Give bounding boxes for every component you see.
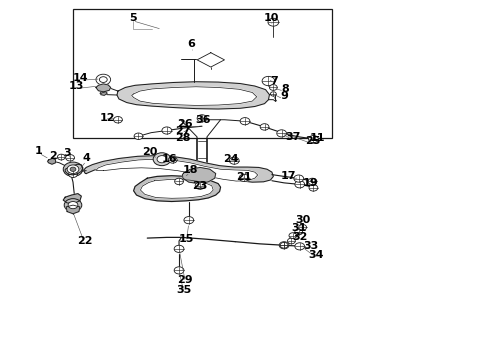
Circle shape — [67, 165, 79, 174]
Circle shape — [174, 178, 183, 185]
Text: 24: 24 — [223, 154, 239, 164]
Text: 36: 36 — [196, 115, 211, 125]
Text: 2: 2 — [49, 151, 57, 161]
Text: 5: 5 — [129, 13, 136, 23]
Circle shape — [197, 115, 207, 122]
Polygon shape — [117, 82, 270, 109]
Polygon shape — [134, 176, 220, 202]
Text: 37: 37 — [285, 132, 300, 142]
Circle shape — [270, 85, 277, 90]
Circle shape — [70, 167, 76, 171]
Text: 27: 27 — [175, 126, 190, 135]
Text: 29: 29 — [177, 275, 193, 285]
Circle shape — [240, 118, 250, 125]
Circle shape — [57, 154, 65, 160]
Circle shape — [299, 225, 307, 230]
Text: 30: 30 — [295, 215, 310, 225]
Text: 34: 34 — [308, 249, 323, 260]
Text: 11: 11 — [310, 133, 325, 143]
Circle shape — [309, 135, 318, 143]
Circle shape — [262, 76, 275, 86]
Text: 32: 32 — [292, 232, 307, 242]
Polygon shape — [66, 205, 80, 214]
Text: 14: 14 — [73, 73, 88, 83]
Circle shape — [174, 267, 184, 274]
Text: 26: 26 — [177, 120, 193, 129]
Polygon shape — [101, 92, 107, 95]
Circle shape — [153, 153, 171, 166]
Circle shape — [308, 178, 317, 185]
Text: 17: 17 — [280, 171, 296, 181]
Polygon shape — [48, 158, 55, 164]
Circle shape — [295, 229, 303, 235]
Polygon shape — [65, 164, 83, 175]
Text: 9: 9 — [280, 91, 288, 102]
Polygon shape — [96, 84, 111, 92]
Text: 25: 25 — [305, 136, 320, 146]
Text: 28: 28 — [175, 133, 190, 143]
Circle shape — [68, 202, 78, 209]
Circle shape — [168, 157, 177, 163]
Circle shape — [280, 242, 288, 248]
Circle shape — [66, 154, 74, 161]
Text: 6: 6 — [187, 40, 195, 49]
Text: 7: 7 — [270, 76, 278, 86]
Circle shape — [229, 157, 239, 164]
Text: 19: 19 — [303, 178, 319, 188]
Circle shape — [309, 185, 318, 191]
Circle shape — [162, 127, 172, 134]
Circle shape — [279, 242, 289, 249]
Circle shape — [63, 162, 83, 176]
Text: 3: 3 — [63, 148, 71, 158]
Circle shape — [270, 92, 276, 96]
Text: 4: 4 — [82, 153, 90, 163]
Text: 33: 33 — [303, 241, 318, 251]
Text: 20: 20 — [142, 147, 157, 157]
Text: 10: 10 — [264, 13, 280, 23]
Text: 21: 21 — [236, 172, 252, 182]
Circle shape — [288, 238, 295, 244]
Circle shape — [174, 245, 184, 252]
Circle shape — [295, 243, 305, 250]
Circle shape — [99, 77, 107, 82]
Polygon shape — [84, 156, 273, 182]
Polygon shape — [96, 159, 258, 181]
Polygon shape — [182, 167, 216, 184]
Circle shape — [157, 156, 167, 163]
Circle shape — [195, 182, 205, 189]
Circle shape — [294, 175, 304, 182]
Polygon shape — [63, 194, 81, 203]
Circle shape — [64, 199, 82, 212]
Text: 15: 15 — [179, 234, 194, 244]
Circle shape — [239, 174, 249, 181]
Text: 8: 8 — [281, 84, 289, 94]
Text: 23: 23 — [193, 181, 208, 192]
Circle shape — [268, 18, 279, 26]
Circle shape — [289, 233, 297, 238]
Text: 16: 16 — [161, 154, 177, 164]
Polygon shape — [141, 179, 213, 198]
Polygon shape — [132, 87, 257, 105]
Text: 13: 13 — [69, 81, 84, 91]
Text: 22: 22 — [77, 236, 93, 246]
Circle shape — [114, 117, 122, 123]
Circle shape — [295, 181, 305, 188]
Bar — [73, 9, 332, 138]
Text: 12: 12 — [99, 113, 115, 123]
Circle shape — [184, 217, 194, 224]
Circle shape — [277, 130, 287, 137]
Circle shape — [69, 171, 77, 177]
Circle shape — [134, 133, 143, 139]
Text: 31: 31 — [291, 224, 306, 233]
Text: 1: 1 — [35, 145, 43, 156]
Circle shape — [260, 124, 269, 130]
Text: 18: 18 — [183, 165, 198, 175]
Text: 35: 35 — [176, 285, 192, 296]
Polygon shape — [197, 53, 224, 67]
